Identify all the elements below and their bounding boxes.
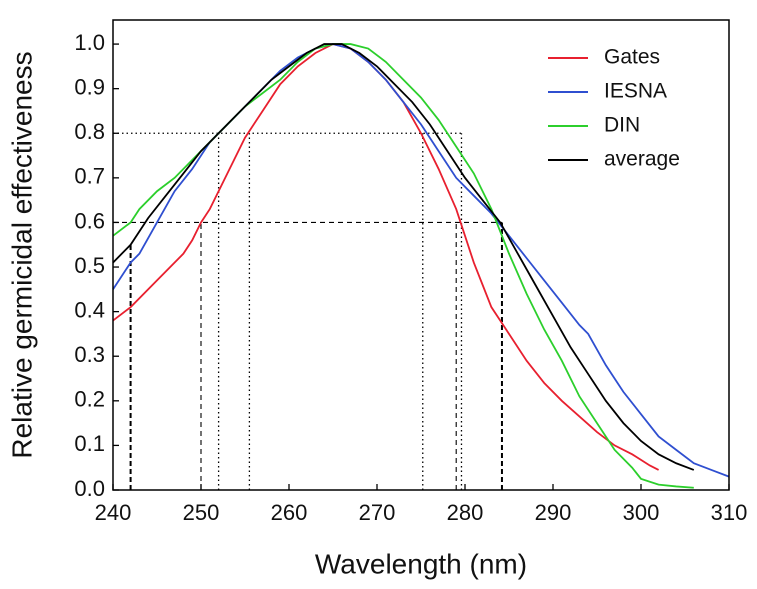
y-tick-label: 0.1 (74, 431, 105, 456)
x-axis-title: Wavelength (nm) (315, 548, 527, 579)
y-tick-label: 0.3 (74, 342, 105, 367)
x-tick-label: 300 (623, 500, 660, 525)
x-tick-label: 260 (271, 500, 308, 525)
x-tick-label: 290 (535, 500, 572, 525)
y-tick-label: 0.9 (74, 74, 105, 99)
line-series (112, 43, 730, 478)
y-tick-label: 1.0 (74, 30, 105, 55)
legend-label: IESNA (604, 80, 667, 103)
legend-label: DIN (604, 114, 640, 137)
line-series (112, 43, 695, 471)
y-tick-label: 0.5 (74, 253, 105, 278)
legend-label: average (604, 148, 680, 171)
y-tick-label: 0.7 (74, 164, 105, 189)
x-tick-label: 310 (711, 500, 748, 525)
legend-label: Gates (604, 46, 660, 69)
y-tick-label: 0.4 (74, 297, 105, 322)
x-tick-label: 240 (95, 500, 132, 525)
y-tick-label: 0.6 (74, 208, 105, 233)
x-tick-label: 270 (359, 500, 396, 525)
y-axis-title: Relative germicidal effectiveness (6, 51, 37, 458)
x-tick-label: 280 (447, 500, 484, 525)
line-series (112, 43, 694, 489)
line-series (112, 43, 660, 471)
y-tick-label: 0.0 (74, 476, 105, 501)
x-tick-label: 250 (183, 500, 220, 525)
y-tick-label: 0.8 (74, 119, 105, 144)
y-tick-label: 0.2 (74, 387, 105, 412)
plot-frame (112, 19, 730, 491)
